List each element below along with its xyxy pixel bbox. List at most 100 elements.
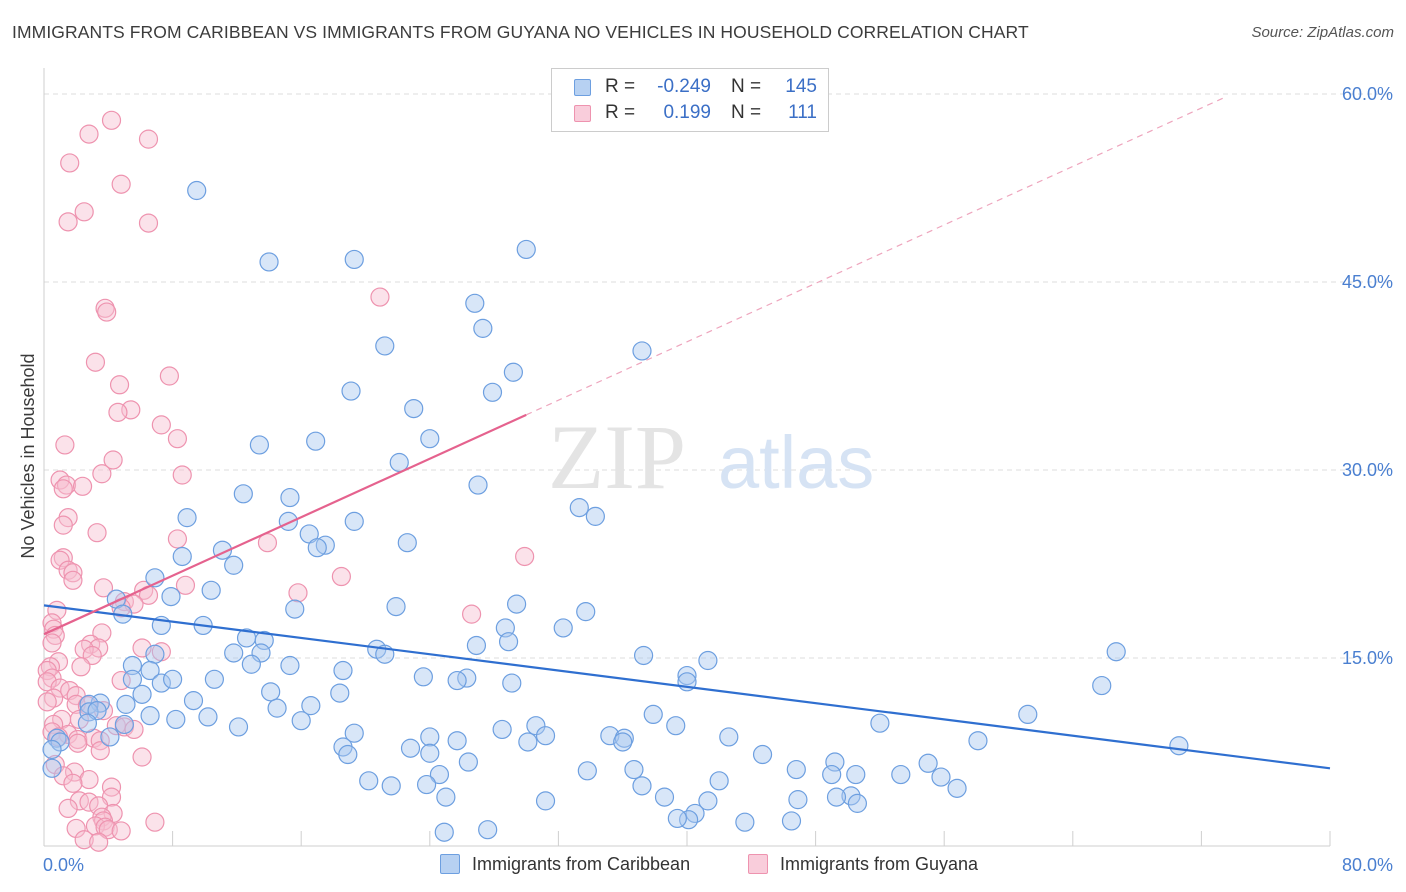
guyana-point [79, 792, 99, 812]
caribbean-point [825, 752, 845, 772]
caribbean-point [285, 599, 305, 619]
caribbean-point [315, 535, 335, 555]
guyana-point [108, 402, 128, 422]
guyana-point [159, 366, 179, 386]
guyana-point [461, 604, 482, 624]
caribbean-point [386, 597, 406, 617]
caribbean-point [569, 498, 589, 518]
guyana-point [90, 741, 110, 761]
y-tick-label: 30.0% [1342, 460, 1393, 480]
guyana-point [53, 479, 73, 499]
caribbean-point [847, 793, 867, 813]
caribbean-point [204, 669, 224, 689]
caribbean-point [468, 475, 488, 495]
guyana-swatch [574, 104, 591, 122]
caribbean-point [667, 808, 687, 829]
caribbean-point [233, 484, 253, 504]
caribbean-point [822, 764, 842, 785]
caribbean-point [301, 696, 321, 716]
guyana-point [66, 818, 86, 839]
caribbean-point [330, 683, 350, 703]
caribbean-point [77, 713, 98, 733]
caribbean-point [719, 727, 739, 747]
caribbean-point [333, 660, 353, 681]
caribbean-point [198, 707, 218, 727]
guyana-point [58, 798, 78, 819]
y-tick-label: 45.0% [1342, 272, 1393, 292]
caribbean-point [254, 630, 274, 651]
caribbean-point [473, 318, 493, 338]
caribbean-point [201, 580, 221, 600]
guyana-point [87, 523, 107, 543]
guyana-point [370, 287, 390, 307]
guyana-point [74, 830, 94, 850]
caribbean-point [420, 429, 440, 449]
caribbean-point [918, 753, 938, 773]
guyana-point [56, 475, 77, 495]
caribbean-point [375, 336, 395, 356]
caribbean-point [261, 682, 281, 702]
caribbean-point [259, 252, 279, 272]
caribbean-point [535, 791, 556, 811]
caribbean-point [291, 711, 311, 731]
guyana-point [90, 731, 110, 751]
caribbean-point [516, 239, 536, 260]
legend-r-value: -0.249 [657, 76, 711, 97]
guyana-trend-extension [526, 97, 1225, 416]
caribbean-point [752, 744, 773, 765]
guyana-point [145, 812, 165, 832]
caribbean-point [458, 752, 478, 772]
caribbean-point [341, 381, 361, 401]
source-label: Source: ZipAtlas.com [1251, 24, 1394, 41]
guyana-point [63, 773, 83, 793]
watermark-zip: ZIP [548, 406, 686, 508]
caribbean-point [503, 362, 523, 382]
caribbean-point [140, 660, 160, 681]
caribbean-point [100, 727, 120, 747]
guyana-point [63, 570, 83, 590]
caribbean-point [344, 249, 364, 270]
caribbean-point [1106, 642, 1126, 662]
caribbean-point [183, 691, 204, 711]
guyana-point [103, 450, 123, 470]
guyana-legend-label: Immigrants from Guyana [780, 853, 979, 874]
caribbean-point [241, 654, 261, 674]
caribbean-point [553, 618, 573, 638]
caribbean-point [666, 716, 686, 736]
caribbean-point [447, 670, 467, 691]
caribbean-point [576, 602, 596, 622]
guyana-point [138, 129, 159, 149]
caribbean-point [161, 586, 181, 607]
caribbean-point [224, 643, 244, 663]
grid-lines [44, 93, 1394, 659]
caribbean-point [968, 731, 988, 751]
caribbean-point [891, 764, 911, 785]
caribbean-point [420, 743, 440, 763]
guyana-point [37, 692, 57, 712]
caribbean-point [643, 704, 663, 725]
caribbean-point [632, 776, 652, 796]
chart-title: IMMIGRANTS FROM CARIBBEAN VS IMMIGRANTS … [12, 22, 1029, 42]
caribbean-point [172, 546, 192, 567]
caribbean-point [613, 732, 633, 752]
guyana-point [79, 124, 99, 144]
caribbean-point [50, 732, 70, 752]
caribbean-legend-swatch [440, 854, 460, 874]
caribbean-point [1169, 736, 1189, 756]
caribbean-point [526, 716, 546, 736]
guyana-point [138, 213, 159, 233]
caribbean-point [698, 650, 718, 671]
guyana-point [331, 566, 351, 587]
guyana-point [85, 816, 106, 836]
guyana-point [85, 352, 106, 372]
legend-row-caribbean: R = -0.249 N = 145 [574, 74, 817, 100]
caribbean-point [114, 714, 134, 735]
guyana-point [124, 719, 144, 740]
caribbean-point [404, 398, 424, 419]
guyana-point [172, 465, 192, 485]
guyana-point [93, 578, 114, 598]
correlation-legend: R = -0.249 N = 145 R = 0.199 N = 111 [551, 68, 829, 132]
guyana-points [37, 110, 535, 852]
guyana-point [53, 766, 73, 786]
